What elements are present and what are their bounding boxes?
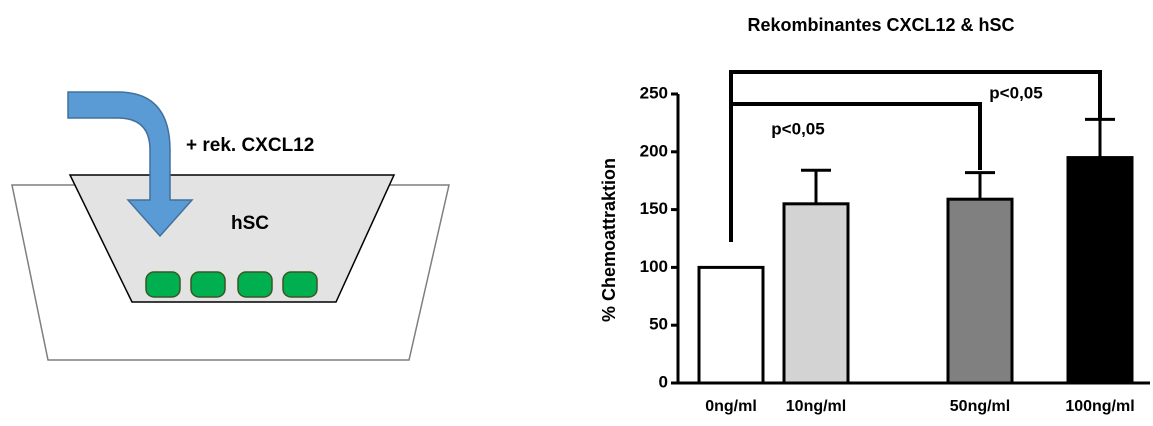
significance-bracket bbox=[729, 70, 1102, 118]
cell bbox=[190, 271, 226, 298]
significance-label: p<0,05 bbox=[771, 119, 824, 138]
x-tick-label: 50ng/ml bbox=[950, 398, 1010, 415]
bar bbox=[697, 265, 765, 385]
y-tick-label: 150 bbox=[640, 199, 668, 218]
y-tick-label: 250 bbox=[640, 83, 668, 102]
x-tick-label: 10ng/ml bbox=[786, 398, 846, 415]
y-tick-label: 100 bbox=[640, 257, 668, 276]
diagram-label: hSC bbox=[231, 213, 269, 234]
chart-title: Rekombinantes CXCL12 & hSC bbox=[747, 15, 1014, 35]
y-tick-label: 200 bbox=[640, 141, 668, 160]
y-tick-label: 0 bbox=[659, 372, 668, 391]
cell bbox=[237, 271, 273, 298]
y-axis-label: % Chemoattraktion bbox=[599, 158, 619, 322]
x-tick-label: 100ng/ml bbox=[1065, 398, 1134, 415]
bar bbox=[1066, 156, 1134, 385]
y-tick-label: 50 bbox=[649, 315, 668, 334]
significance-label: p<0,05 bbox=[989, 83, 1042, 102]
cell bbox=[145, 271, 181, 298]
x-tick-label: 0ng/ml bbox=[705, 398, 757, 415]
bar bbox=[946, 197, 1014, 385]
diagram-label: + rek. CXCL12 bbox=[186, 135, 314, 156]
diagram: + rek. CXCL12 hSC bbox=[11, 91, 450, 361]
significance-bracket bbox=[729, 102, 982, 242]
cell bbox=[282, 271, 318, 298]
bar bbox=[782, 202, 850, 385]
arrow bbox=[67, 91, 194, 238]
